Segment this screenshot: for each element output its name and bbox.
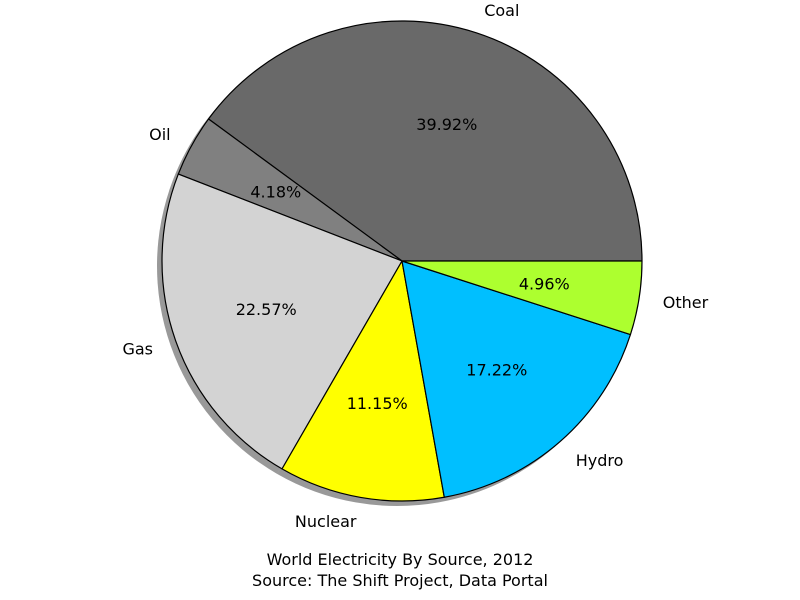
pie-slice-hydro: [401, 260, 632, 498]
slice-label-oil: Oil: [149, 125, 170, 144]
pie-slice-gas: [161, 173, 403, 470]
pie-slice-nuclear: [281, 260, 445, 502]
slice-label-hydro: Hydro: [576, 451, 624, 470]
slice-percent-coal: 39.92%: [416, 115, 477, 134]
pie-labels: Coal 39.92% Oil 4.18% Gas 22.57% Nuclear 11.15%…: [122, 1, 708, 531]
chart-subtitle: Source: The Shift Project, Data Portal: [252, 571, 548, 590]
slice-label-coal: Coal: [484, 1, 519, 20]
pie-slices: [161, 20, 643, 502]
slice-percent-gas: 22.57%: [236, 300, 297, 319]
slice-percent-other: 4.96%: [519, 274, 570, 293]
pie-slice-other: [401, 260, 643, 336]
slice-percent-nuclear: 11.15%: [347, 394, 408, 413]
slice-percent-oil: 4.18%: [250, 183, 301, 202]
chart-title: World Electricity By Source, 2012: [267, 550, 534, 569]
slice-label-gas: Gas: [122, 340, 153, 359]
slice-percent-hydro: 17.22%: [466, 360, 527, 379]
slice-label-nuclear: Nuclear: [295, 512, 357, 531]
pie-slice-coal: [207, 20, 643, 262]
slice-label-other: Other: [663, 293, 709, 312]
